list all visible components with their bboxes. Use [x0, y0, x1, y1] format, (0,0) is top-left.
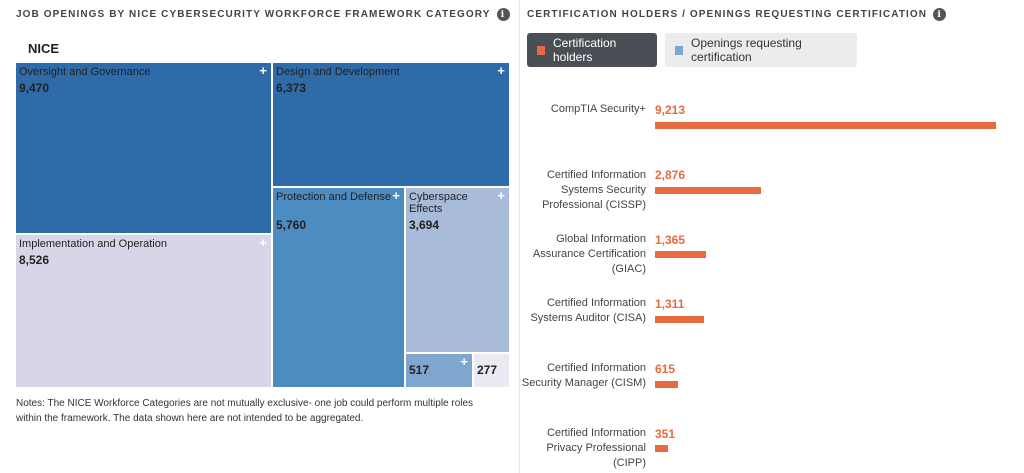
- bar-value-label: 2,876: [655, 168, 686, 182]
- bar[interactable]: [655, 122, 996, 129]
- treemap-tile-label: Implementation and Operation: [19, 238, 167, 250]
- orange-swatch-icon: [537, 45, 545, 55]
- bar[interactable]: [655, 187, 761, 194]
- bar-chart-title: CERTIFICATION HOLDERS / OPENINGS REQUEST…: [527, 8, 947, 21]
- treemap-tile-label: Oversight and Governance: [19, 66, 151, 78]
- bar-category-label: Certified Information Systems Security Pro…: [542, 169, 646, 211]
- bar-category-label: Certified Information Systems Auditor (CI…: [530, 297, 646, 324]
- treemap-tile-value: 6,373: [276, 81, 307, 95]
- bar-chart-title-text: CERTIFICATION HOLDERS / OPENINGS REQUEST…: [527, 9, 928, 20]
- info-icon[interactable]: i: [496, 8, 510, 21]
- bar[interactable]: [655, 316, 704, 323]
- bar[interactable]: [655, 381, 678, 388]
- expand-plus-icon[interactable]: +: [497, 188, 505, 203]
- notes-text: Notes: The NICE Workforce Categories are…: [16, 398, 474, 424]
- expand-plus-icon[interactable]: +: [392, 188, 400, 203]
- expand-plus-icon[interactable]: +: [259, 235, 267, 250]
- treemap-root-label: NICE: [28, 41, 60, 56]
- treemap-tile-label: Protection and Defense: [276, 191, 391, 203]
- toggle-certification-holders[interactable]: Certification holders: [527, 33, 657, 67]
- expand-plus-icon[interactable]: +: [259, 63, 267, 78]
- toggle-openings-requesting[interactable]: Openings requesting certification: [665, 33, 857, 67]
- treemap-tile[interactable]: 517 +: [405, 353, 473, 388]
- bar-category-label: Global Information Assurance Certificatio…: [532, 233, 646, 275]
- treemap-tile-value: 277: [477, 363, 498, 377]
- treemap-tile-label: Design and Development: [276, 66, 400, 78]
- expand-plus-icon[interactable]: +: [460, 354, 468, 369]
- info-icon[interactable]: i: [933, 8, 947, 21]
- bar-category-label: CompTIA Security+: [550, 103, 646, 115]
- treemap-tile-value: 8,526: [19, 253, 50, 267]
- bar-category-label: Certified Information Security Manager (C…: [521, 362, 646, 389]
- bar-value-label: 1,311: [655, 297, 685, 311]
- treemap-title-text: JOB OPENINGS BY NICE CYBERSECURITY WORKF…: [16, 9, 491, 20]
- treemap-tile-value: 517: [409, 363, 430, 377]
- bar-value-label: 615: [655, 362, 676, 376]
- toggle-openings-requesting-label: Openings requesting certification: [691, 36, 802, 64]
- treemap-tile[interactable]: Oversight and Governance 9,470 +: [15, 62, 272, 234]
- treemap-tile[interactable]: Cyberspace Effects 3,694 +: [405, 187, 510, 353]
- panel-divider: [519, 0, 520, 473]
- treemap-tile[interactable]: 277: [473, 353, 510, 388]
- blue-swatch-icon: [675, 45, 684, 55]
- treemap-tile-value: 5,760: [276, 218, 307, 232]
- bar-value-label: 9,213: [655, 103, 686, 117]
- toggle-certification-holders-label: Certification holders: [552, 36, 617, 64]
- treemap-tile-label: Cyberspace Effects: [409, 191, 468, 215]
- bar-value-label: 1,365: [655, 233, 686, 247]
- treemap-tile[interactable]: Protection and Defense 5,760 +: [272, 187, 405, 388]
- bar-value-label: 351: [655, 427, 676, 441]
- expand-plus-icon[interactable]: +: [497, 63, 505, 78]
- treemap-tile[interactable]: Implementation and Operation 8,526 +: [15, 234, 272, 388]
- treemap-tile-value: 9,470: [19, 81, 50, 95]
- bar-category-label: Certified Information Privacy Professiona…: [546, 427, 646, 469]
- treemap-tile-value: 3,694: [409, 218, 440, 232]
- treemap-title: JOB OPENINGS BY NICE CYBERSECURITY WORKF…: [16, 8, 510, 21]
- treemap-tile[interactable]: Design and Development 6,373 +: [272, 62, 510, 187]
- bar[interactable]: [655, 445, 668, 452]
- bar[interactable]: [655, 251, 706, 258]
